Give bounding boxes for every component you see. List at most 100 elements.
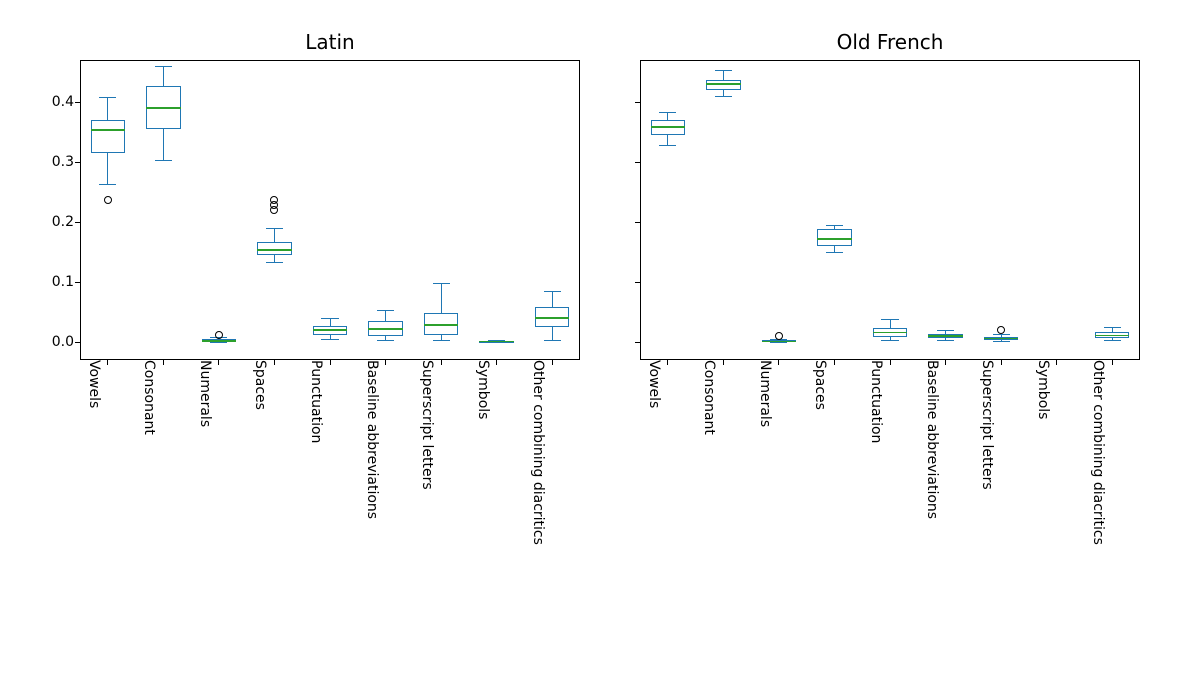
ytick-mark	[635, 162, 640, 163]
median-line	[706, 83, 740, 85]
whisker-cap	[155, 66, 172, 67]
whisker	[723, 71, 724, 80]
xtick-label: Punctuation	[308, 360, 326, 443]
whisker-cap	[266, 228, 283, 229]
whisker-cap	[993, 334, 1010, 335]
xtick-mark	[218, 360, 219, 365]
xtick-mark	[778, 360, 779, 365]
whisker-cap	[937, 330, 954, 331]
whisker-cap	[826, 252, 843, 253]
ytick-mark	[635, 102, 640, 103]
whisker-cap	[659, 145, 676, 146]
whisker-cap	[881, 340, 898, 341]
median-line	[651, 126, 685, 128]
xtick-label: Superscript letters	[979, 360, 997, 490]
xtick-label: Numerals	[757, 360, 775, 427]
whisker	[274, 228, 275, 242]
whisker-cap	[321, 318, 338, 319]
whisker	[441, 283, 442, 313]
whisker	[890, 319, 891, 327]
median-line	[1095, 335, 1129, 337]
whisker-cap	[881, 319, 898, 320]
figure: Latin 0.0 0.1 0.2 0.3 0.4 Vowels Consonant Numer…	[0, 0, 1200, 674]
whisker	[552, 291, 553, 307]
median-line	[313, 329, 347, 331]
whisker-cap	[99, 184, 116, 185]
whisker	[552, 327, 553, 340]
median-line	[984, 338, 1018, 340]
panel-title: Latin	[80, 30, 580, 54]
box	[706, 80, 740, 90]
median-line	[368, 328, 402, 330]
xtick-mark	[1056, 360, 1057, 365]
xtick-mark	[834, 360, 835, 365]
xtick-mark	[1112, 360, 1113, 365]
whisker	[667, 113, 668, 120]
xtick-mark	[441, 360, 442, 365]
whisker-cap	[544, 291, 561, 292]
whisker-cap	[937, 340, 954, 341]
panel-0: Latin0.00.10.20.30.4VowelsConsonantNumer…	[80, 60, 580, 360]
whisker-cap	[1104, 340, 1121, 341]
whisker	[163, 66, 164, 86]
xtick-mark	[890, 360, 891, 365]
whisker-cap	[377, 340, 394, 341]
median-line	[146, 107, 180, 109]
ytick-mark	[635, 222, 640, 223]
whisker-cap	[377, 310, 394, 311]
whisker	[107, 97, 108, 120]
whisker	[107, 153, 108, 185]
plot-border	[640, 60, 1140, 360]
ytick-label: 0.4	[52, 94, 80, 110]
xtick-mark	[723, 360, 724, 365]
whisker	[163, 129, 164, 160]
xtick-mark	[163, 360, 164, 365]
ytick-label: 0.2	[52, 214, 80, 230]
median-line	[424, 324, 458, 326]
xtick-label: Numerals	[197, 360, 215, 427]
whisker-cap	[155, 160, 172, 161]
xtick-label: Other combining diacritics	[1090, 360, 1108, 545]
ytick-label: 0.0	[52, 334, 80, 350]
whisker-cap	[433, 340, 450, 341]
box	[257, 242, 291, 255]
xtick-label: Consonant	[701, 360, 719, 435]
xtick-label: Vowels	[86, 360, 104, 408]
whisker-cap	[266, 262, 283, 263]
median-line	[762, 341, 796, 343]
xtick-label: Spaces	[812, 360, 830, 410]
ytick-label: 0.3	[52, 154, 80, 170]
whisker-cap	[715, 70, 732, 71]
whisker-cap	[659, 112, 676, 113]
whisker-cap	[433, 283, 450, 284]
xtick-mark	[385, 360, 386, 365]
whisker-cap	[993, 341, 1010, 342]
whisker-cap	[321, 339, 338, 340]
median-line	[873, 332, 907, 334]
median-line	[817, 238, 851, 240]
whisker	[385, 311, 386, 321]
xtick-mark	[552, 360, 553, 365]
whisker-cap	[826, 225, 843, 226]
median-line	[91, 129, 125, 131]
xtick-label: Consonant	[141, 360, 159, 435]
whisker	[330, 318, 331, 326]
xtick-mark	[496, 360, 497, 365]
whisker-cap	[99, 97, 116, 98]
whisker	[667, 135, 668, 145]
xtick-label: Superscript letters	[419, 360, 437, 490]
xtick-mark	[667, 360, 668, 365]
xtick-label: Vowels	[646, 360, 664, 408]
xtick-label: Symbols	[1035, 360, 1053, 419]
xtick-label: Symbols	[475, 360, 493, 419]
whisker-cap	[1104, 327, 1121, 328]
median-line	[257, 249, 291, 251]
xtick-label: Baseline abbreviations	[364, 360, 382, 519]
xtick-label: Other combining diacritics	[530, 360, 548, 545]
xtick-mark	[107, 360, 108, 365]
panel-1: Old FrenchVowelsConsonantNumeralsSpacesP…	[640, 60, 1140, 360]
median-line	[479, 341, 513, 343]
median-line	[535, 317, 569, 319]
xtick-mark	[1001, 360, 1002, 365]
ytick-label: 0.1	[52, 274, 80, 290]
